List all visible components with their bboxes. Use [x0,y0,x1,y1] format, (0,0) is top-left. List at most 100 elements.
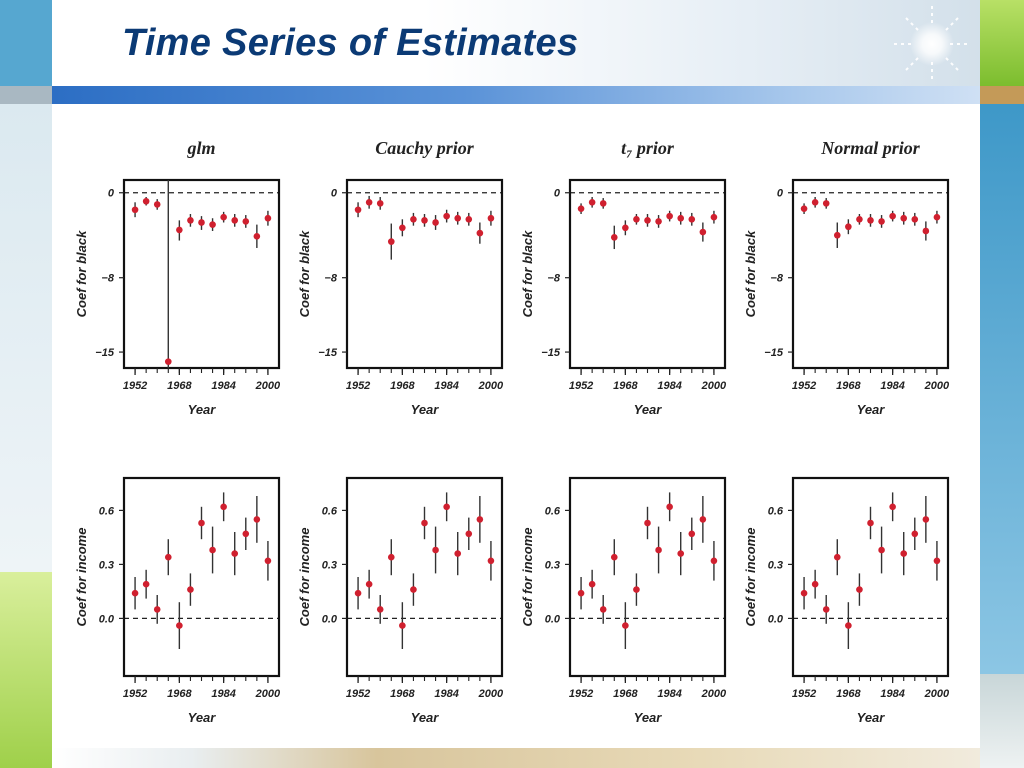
right-block-tan [980,86,1024,104]
data-point [577,589,585,597]
data-point [220,503,227,511]
data-point [454,214,462,222]
data-point [655,218,662,225]
y-tick-label: 0.0 [768,613,784,625]
data-point [487,214,495,222]
y-tick-label: 0.0 [545,613,561,625]
data-point [487,557,495,565]
data-point [922,516,930,523]
panel-7: 0.6 0.3 0.0 1952 1968 1984 2000 Year Coef for in… [520,476,727,725]
x-tick-label: 1968 [167,380,192,392]
y-axis-label: Coef for black [74,230,89,317]
data-point [253,232,261,240]
data-point [655,546,662,554]
x-tick-label: 1968 [167,688,192,700]
x-tick-label: 1968 [613,688,638,700]
data-point [878,546,885,554]
x-axis-label: Year [411,402,440,417]
data-point [399,224,406,232]
right-block-green [980,0,1024,86]
y-tick-label: 0.3 [322,559,337,571]
data-point [354,206,362,214]
panel-2: Cauchy prior 0 −8 −15 1952 1968 1984 2000 Year Co… [297,138,504,417]
data-point [845,622,852,629]
data-point [577,205,585,212]
data-point [164,358,172,365]
data-point [911,215,919,223]
data-point [465,215,473,223]
x-tick-label: 1984 [880,380,904,392]
y-tick-label: 0 [554,188,561,200]
y-tick-label: 0.3 [768,559,783,571]
data-series [580,492,715,649]
data-point [588,580,596,588]
data-point [900,550,908,557]
data-point [209,221,216,228]
data-point [622,622,629,629]
y-axis-label: Coef for income [520,528,535,627]
data-point [253,516,261,523]
data-point [622,224,629,232]
data-point [599,200,607,207]
panel-4: Normal prior 0 −8 −15 1952 1968 1984 2000 Year Co… [743,138,950,417]
y-tick-label: −15 [95,347,115,359]
right-block-blue [980,104,1024,674]
data-point [677,550,685,557]
data-point [610,553,618,561]
y-axis-label: Coef for black [743,230,758,317]
data-point [131,206,139,214]
data-point [365,580,373,588]
y-tick-label: 0.0 [322,613,338,625]
y-tick-label: 0.0 [99,613,115,625]
x-axis-label: Year [188,710,217,725]
data-point [666,503,673,511]
x-tick-label: 1952 [346,380,370,392]
panel-title: t₇ prior [621,138,675,158]
small-multiples-figure: glm 0 −8 −15 1952 1968 1984 2000 Year Coef for bl… [74,138,950,725]
x-tick-label: 1984 [657,688,681,700]
data-point [599,606,607,613]
y-tick-label: 0.3 [545,559,560,571]
data-point [610,234,618,241]
x-tick-label: 1952 [569,688,593,700]
data-point [811,199,819,206]
x-tick-label: 2000 [701,688,727,700]
data-point [376,606,384,613]
data-point [800,205,808,212]
data-point [187,586,194,593]
data-point [176,622,183,629]
x-tick-label: 1984 [434,688,458,700]
panel-title: Normal prior [820,138,921,158]
data-point [443,212,450,220]
left-block-gray [0,86,52,104]
data-series [357,492,492,649]
panel-frame [122,178,281,370]
panel-title: Cauchy prior [375,138,475,158]
data-series [134,180,269,368]
footer-strip [52,748,980,768]
data-point [845,223,852,231]
panel-1: glm 0 −8 −15 1952 1968 1984 2000 Year Coef for bl… [74,138,281,417]
x-tick-label: 1968 [390,688,415,700]
data-point [822,606,830,613]
data-point [399,622,406,629]
data-point [889,503,896,511]
x-axis-label: Year [857,710,886,725]
data-point [432,219,439,226]
x-axis-label: Year [411,710,440,725]
data-point [933,557,941,565]
x-tick-label: 1984 [434,380,458,392]
data-point [922,227,930,235]
data-point [856,215,863,223]
x-axis-label: Year [634,710,663,725]
data-point [666,212,673,220]
data-point [153,606,161,613]
y-tick-label: 0.6 [99,505,115,517]
y-tick-label: 0 [777,188,784,200]
data-point [633,215,640,223]
panel-8: 0.6 0.3 0.0 1952 1968 1984 2000 Year Coef for in… [743,476,950,725]
y-axis-label: Coef for income [743,528,758,627]
data-point [231,550,239,557]
panel-title: glm [186,138,215,158]
y-tick-label: 0 [331,188,338,200]
